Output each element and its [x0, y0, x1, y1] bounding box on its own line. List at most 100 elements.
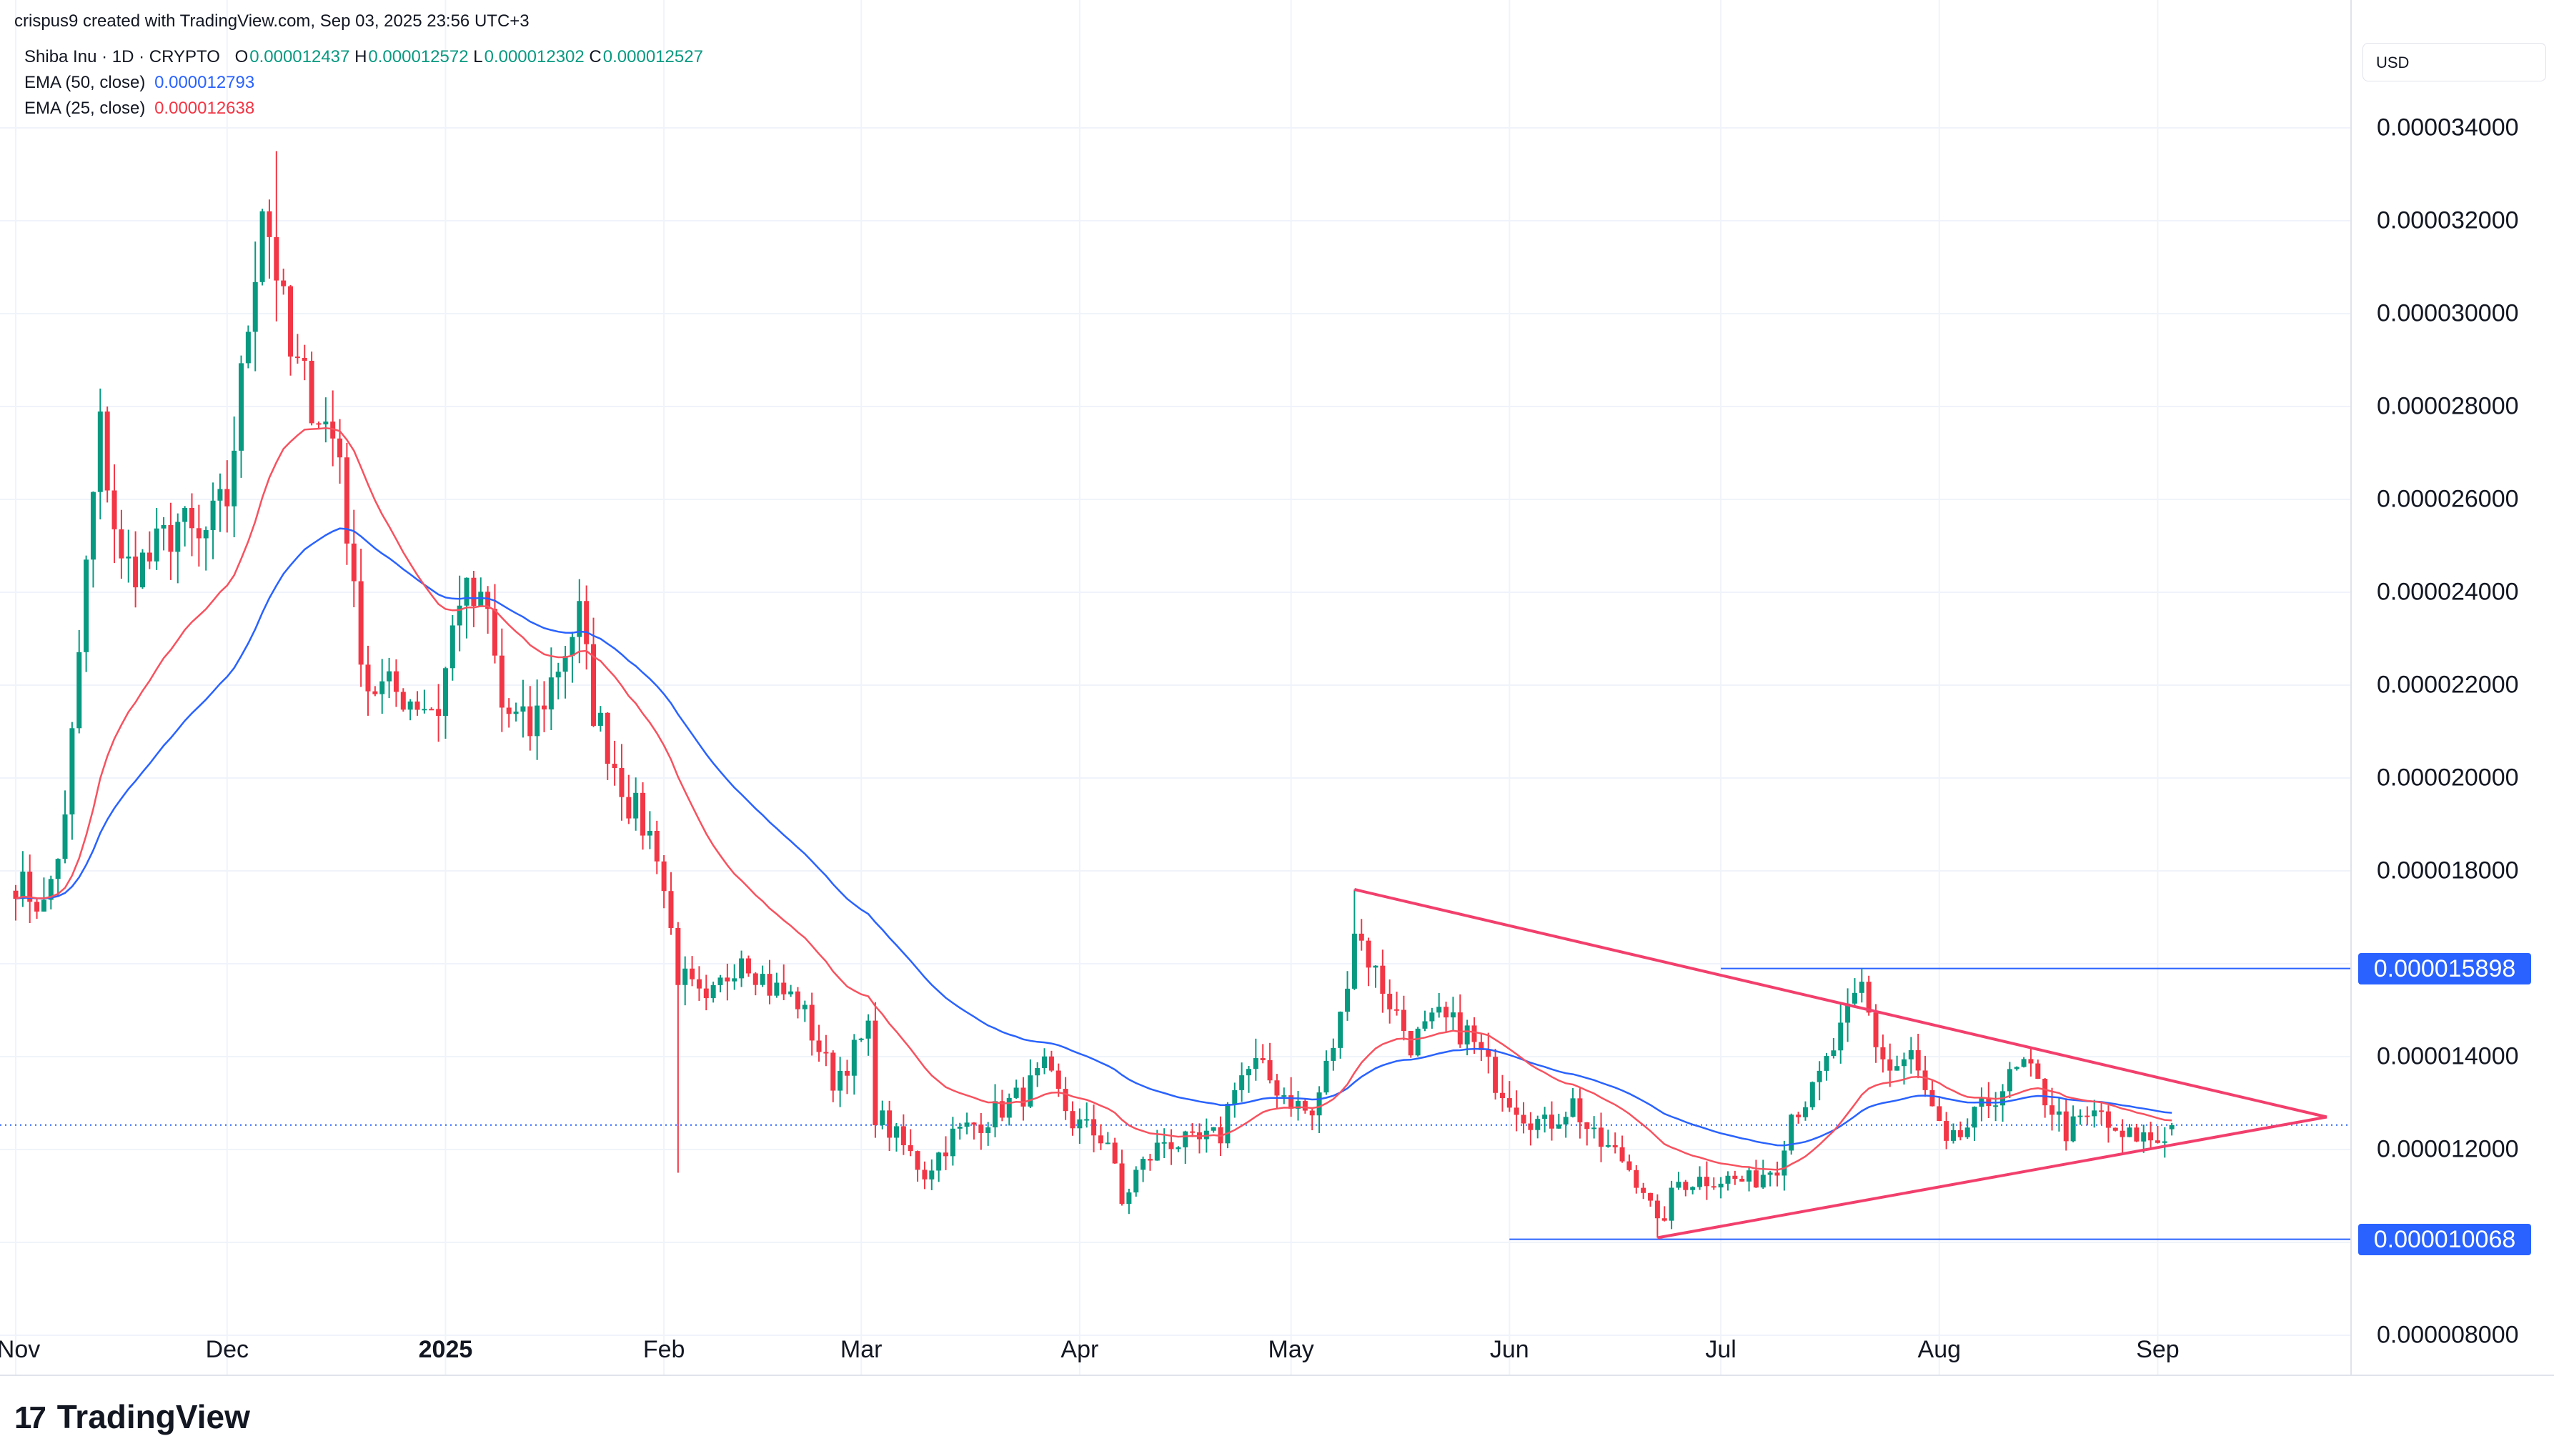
candle — [612, 740, 617, 786]
tv-logo-icon: 17 — [14, 1400, 46, 1435]
candle — [13, 884, 19, 921]
candle — [513, 702, 519, 722]
triangle-trendlines — [1353, 888, 2327, 1240]
candle-body — [1563, 1117, 1569, 1125]
candle — [668, 872, 674, 935]
candle-body — [1506, 1098, 1512, 1108]
ema25-legend: EMA (25, close) 0.000012638 — [24, 99, 254, 119]
candle-body — [1345, 988, 1351, 1012]
candle — [27, 854, 33, 923]
candle-body — [2141, 1132, 2147, 1142]
candle-body — [1901, 1059, 1907, 1067]
candle-body — [1535, 1119, 1541, 1130]
candle-body — [457, 605, 462, 626]
candle-body — [732, 978, 737, 982]
candle — [316, 422, 322, 429]
candle-body — [1619, 1147, 1625, 1162]
candle-body — [816, 1040, 822, 1052]
candle — [640, 782, 646, 850]
candle-body — [492, 609, 497, 656]
candle — [1782, 1140, 1787, 1191]
candle — [478, 577, 484, 607]
candle — [351, 509, 357, 607]
candle-body — [464, 577, 469, 606]
candle — [626, 774, 632, 824]
candle-body — [640, 792, 646, 836]
candle — [84, 555, 89, 672]
candle — [344, 442, 349, 565]
candle-body — [894, 1126, 899, 1138]
candle — [252, 241, 258, 372]
candle-body — [682, 968, 688, 985]
open-value: 0.000012437 — [249, 47, 350, 66]
candle — [1246, 1066, 1251, 1093]
price-tick-label: 0.000030000 — [2377, 299, 2519, 327]
candle — [1063, 1077, 1068, 1120]
candle-body — [597, 712, 603, 726]
candle — [795, 987, 800, 1019]
candle-body — [267, 211, 272, 237]
candle — [745, 955, 751, 977]
candle-body — [1126, 1192, 1132, 1205]
candle — [1084, 1102, 1090, 1128]
candle-body — [1612, 1145, 1618, 1147]
candle-body — [1831, 1050, 1837, 1057]
candle-body — [1880, 1047, 1886, 1059]
candle — [1422, 1010, 1428, 1032]
candle — [196, 504, 202, 567]
candle-body — [999, 1101, 1005, 1118]
candle-body — [1937, 1106, 1942, 1122]
low-label: L — [473, 47, 483, 66]
candle-body — [1077, 1119, 1083, 1129]
candle — [1444, 1002, 1449, 1032]
candle — [929, 1159, 935, 1190]
candle — [1309, 1107, 1315, 1131]
candle-body — [471, 577, 477, 607]
candle-body — [993, 1101, 998, 1127]
candle-body — [245, 331, 251, 364]
candle-body — [858, 1038, 864, 1040]
candle — [1929, 1079, 1935, 1107]
candle — [1725, 1171, 1731, 1191]
ohlc-legend: Shiba Inu · 1D · CRYPTO O0.000012437 H0.… — [24, 47, 703, 67]
candle — [725, 963, 730, 1001]
ema-line-25 — [15, 427, 2172, 1171]
candle — [957, 1122, 963, 1140]
price-tick-label: 0.000020000 — [2377, 764, 2519, 792]
candle — [1753, 1160, 1759, 1188]
candle — [2035, 1059, 2041, 1079]
candle-body — [1429, 1012, 1435, 1022]
candle-body — [1521, 1115, 1526, 1124]
candle-body — [1006, 1097, 1012, 1118]
candle — [2148, 1122, 2154, 1147]
candle — [887, 1100, 893, 1152]
candle-body — [168, 524, 174, 552]
tradingview-logo[interactable]: 17 TradingView — [14, 1397, 250, 1436]
currency-button[interactable]: USD — [2362, 43, 2546, 81]
ema-lines — [15, 427, 2172, 1171]
level-price-tag: 0.000010068 — [2358, 1223, 2531, 1255]
candle-body — [830, 1052, 836, 1091]
candle — [1852, 978, 1857, 1007]
candle — [1873, 1004, 1879, 1063]
candle — [372, 686, 378, 697]
candle — [1831, 1037, 1837, 1059]
candle-body — [1859, 982, 1864, 993]
time-tick-label: Feb — [642, 1336, 685, 1363]
candle-body — [1922, 1070, 1928, 1090]
candle-body — [1499, 1092, 1505, 1099]
candle — [1711, 1177, 1716, 1190]
candle — [1168, 1129, 1174, 1165]
candle-body — [2127, 1127, 2132, 1137]
high-label: H — [354, 47, 367, 66]
candle — [1035, 1062, 1040, 1087]
candle — [809, 992, 815, 1056]
candle-body — [1760, 1175, 1766, 1188]
candle — [1506, 1081, 1512, 1112]
candle-body — [745, 958, 751, 974]
candle — [2063, 1098, 2069, 1151]
candle — [499, 628, 505, 732]
candle — [1760, 1160, 1766, 1190]
price-tick-label: 0.000008000 — [2377, 1321, 2519, 1349]
